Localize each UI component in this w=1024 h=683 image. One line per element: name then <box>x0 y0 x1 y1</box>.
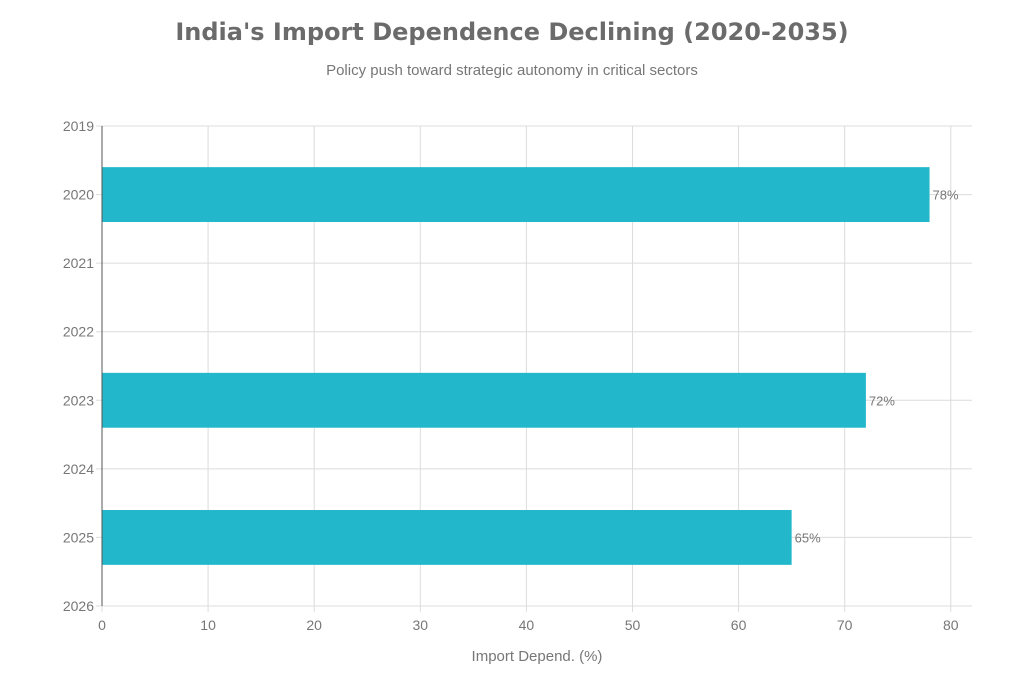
y-tick-label: 2021 <box>63 255 94 271</box>
x-axis-label: Import Depend. (%) <box>472 648 603 665</box>
data-label-2025: 65% <box>795 530 821 545</box>
x-tick-label: 40 <box>519 617 535 633</box>
bar-2025 <box>102 510 792 565</box>
data-label-2020: 78% <box>933 188 959 203</box>
y-tick-label: 2026 <box>63 598 94 614</box>
x-tick-label: 50 <box>625 617 641 633</box>
chart-title: India's Import Dependence Declining (202… <box>175 18 849 46</box>
chart-subtitle: Policy push toward strategic autonomy in… <box>326 62 698 79</box>
y-tick-label: 2019 <box>63 118 94 134</box>
y-tick-label: 2024 <box>63 461 94 477</box>
x-tick-label: 60 <box>731 617 747 633</box>
data-label-2023: 72% <box>869 393 895 408</box>
x-tick-label: 20 <box>306 617 322 633</box>
x-tick-label: 80 <box>943 617 959 633</box>
x-tick-label: 70 <box>837 617 853 633</box>
y-tick-label: 2023 <box>63 392 94 408</box>
bar-2023 <box>102 372 866 428</box>
y-tick-label: 2020 <box>63 187 94 203</box>
x-tick-label: 30 <box>413 617 429 633</box>
bar-2020 <box>102 167 930 222</box>
x-tick-label: 10 <box>200 617 216 633</box>
y-tick-label: 2022 <box>63 324 94 340</box>
y-tick-label: 2025 <box>63 529 94 545</box>
x-tick-label: 0 <box>98 617 106 633</box>
